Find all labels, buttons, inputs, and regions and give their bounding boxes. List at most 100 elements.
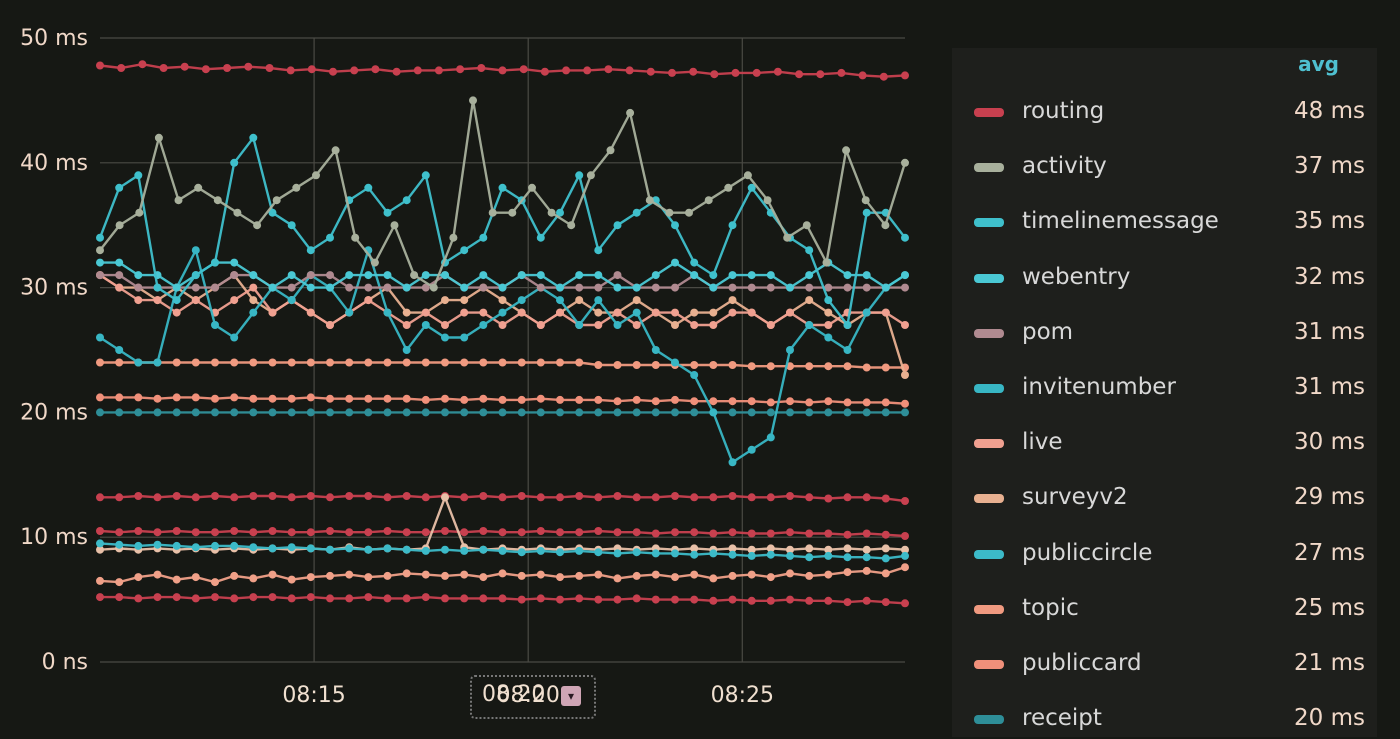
data-point [191,573,200,582]
data-point [402,569,411,578]
data-point [441,493,449,502]
data-point [230,333,239,342]
data-point [651,408,660,417]
data-point [709,283,718,292]
data-point [364,296,373,305]
data-point [287,358,296,367]
data-point [763,196,772,205]
data-point [613,492,622,500]
data-point [822,258,831,267]
data-point [306,393,315,402]
data-point [351,233,360,242]
data-point [881,494,890,503]
data-point [709,493,718,502]
data-point [862,596,871,605]
data-point [402,408,411,417]
data-point [594,321,603,329]
legend-item-surveyv2[interactable]: surveyv2 29 ms [952,478,1377,518]
legend-avg-value: 31 ms [1294,318,1365,345]
legend-item-pom[interactable]: pom 31 ms [952,313,1377,353]
data-point [843,544,852,553]
data-point [881,554,890,563]
legend-item-receipt[interactable]: receipt 20 ms [952,699,1377,739]
legend-avg-value: 29 ms [1294,484,1365,511]
data-point [843,398,852,407]
legend-swatch [974,218,1004,228]
data-point [690,570,699,579]
data-point [383,571,392,580]
data-point [115,283,124,292]
data-point [594,548,603,557]
legend-swatch [974,660,1004,669]
data-point [824,283,833,292]
legend-item-topic[interactable]: topic 25 ms [952,589,1377,629]
data-point [556,395,564,404]
hover-time-box[interactable] [470,675,596,719]
data-point [671,408,679,417]
legend-item-publiccircle[interactable]: publiccircle 27 ms [952,534,1377,574]
data-point [230,158,239,167]
data-point [153,570,162,579]
data-point [690,271,699,280]
data-point [709,574,718,583]
data-point [441,321,449,329]
data-point [626,108,635,117]
data-point [306,358,315,367]
data-point [460,333,469,342]
data-point [747,397,756,406]
chevron-down-icon[interactable]: ▾ [561,686,581,706]
chart-svg: 0 ns 10 ms 20 ms 30 ms 40 ms 50 ms 08:15 08:20… [20,26,909,708]
data-point [646,67,655,76]
data-point [421,528,430,537]
data-point [479,492,488,500]
data-point [766,433,775,442]
data-point [824,570,833,579]
data-point [115,408,124,417]
legend-item-publiccard[interactable]: publiccard 21 ms [952,644,1377,684]
data-point [153,593,162,602]
data-point [731,68,740,77]
data-point [402,308,411,317]
data-point [690,544,699,553]
legend-item-routing[interactable]: routing 48 ms [952,92,1377,132]
data-point [766,573,775,582]
data-point [728,408,737,417]
data-point [249,543,258,552]
x-tick-label: 08:25 [711,683,774,708]
data-point [345,408,354,417]
data-point [326,271,334,280]
data-point [632,493,641,502]
legend-avg-value: 25 ms [1294,594,1365,621]
data-point [498,594,507,603]
data-point [96,545,104,554]
series-line [99,246,906,465]
legend-item-live[interactable]: live 30 ms [952,423,1377,463]
data-point [824,596,833,605]
data-point [881,530,890,539]
data-point [752,68,761,77]
data-point [632,408,641,417]
data-point [268,492,277,500]
y-tick-label: 50 ms [20,26,88,51]
legend-header-avg[interactable]: avg [1298,52,1339,76]
data-point [479,594,488,603]
legend-item-webentry[interactable]: webentry 32 ms [952,258,1377,298]
legend-item-invitenumber[interactable]: invitenumber 31 ms [952,368,1377,408]
data-point [402,321,411,329]
data-point [805,321,814,329]
data-point [786,408,794,417]
data-point [901,71,909,80]
legend-swatch [974,328,1004,338]
data-point [153,358,162,367]
data-point [843,408,852,417]
legend-swatch [974,604,1004,614]
data-point [508,208,517,217]
legend-item-timelinemessage[interactable]: timelinemessage 35 ms [952,202,1377,242]
data-point [613,408,622,417]
data-point [671,395,679,404]
data-point [134,393,143,402]
data-point [747,551,756,560]
data-point [211,358,219,367]
legend-item-activity[interactable]: activity 37 ms [952,147,1377,187]
data-point [575,594,584,603]
